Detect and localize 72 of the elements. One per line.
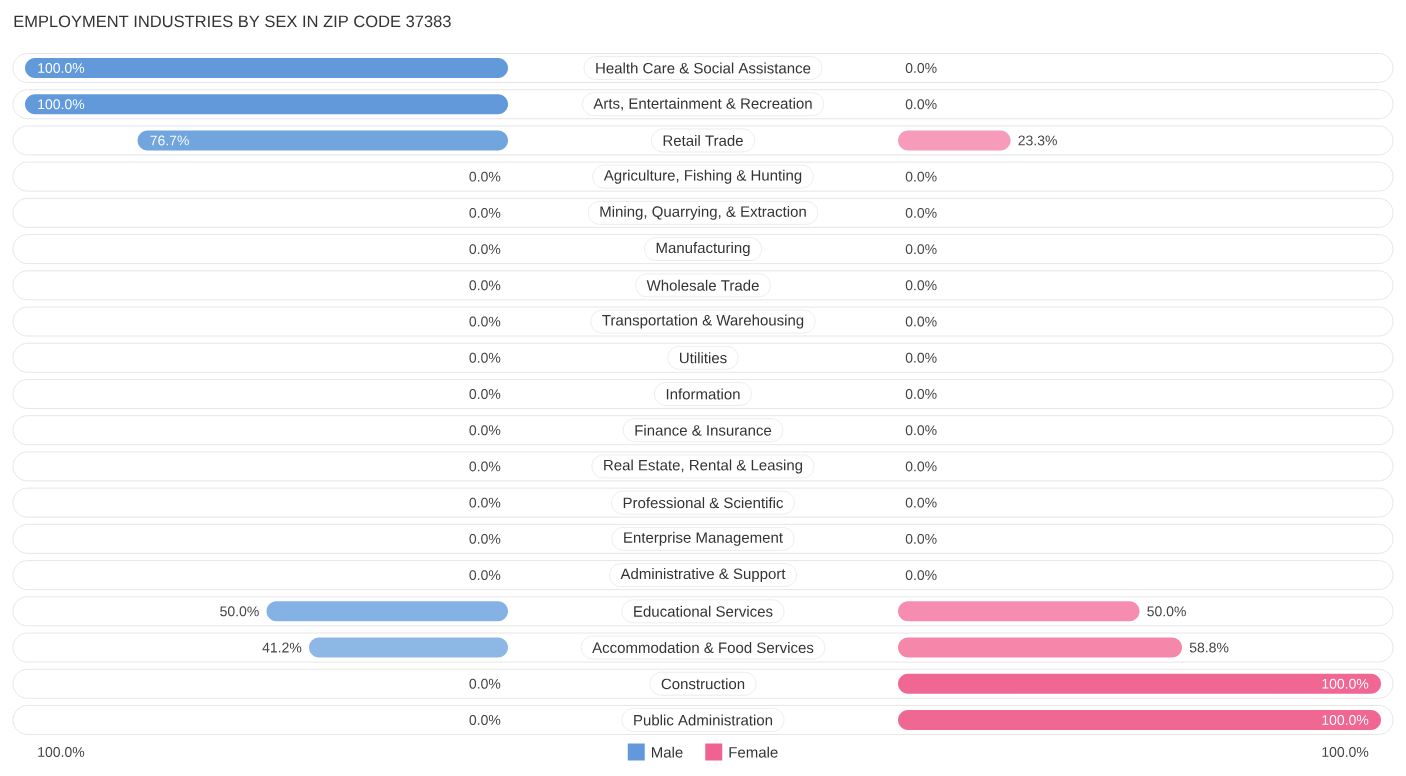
data-label: 0.0% xyxy=(469,352,501,363)
data-label: 0.0% xyxy=(905,352,937,363)
data-label: 50.0% xyxy=(1147,606,1186,617)
data-label: 100.0% xyxy=(38,63,85,73)
legend-label: Male xyxy=(651,746,683,758)
data-label: 76.7% xyxy=(150,135,189,146)
data-label: 0.0% xyxy=(469,715,501,725)
data-label: 0.0% xyxy=(469,570,501,581)
bar xyxy=(898,637,1183,658)
data-label: 23.3% xyxy=(1018,135,1057,146)
bar xyxy=(898,673,1382,694)
y-tick-label: Agriculture, Fishing & Hunting xyxy=(603,169,802,184)
data-label: 0.0% xyxy=(469,497,501,508)
data-label: 0.0% xyxy=(469,425,501,436)
y-tick-label: Arts, Entertainment & Recreation xyxy=(593,97,812,111)
data-label: 0.0% xyxy=(469,389,501,399)
data-label: 58.8% xyxy=(1189,642,1229,653)
data-label: 0.0% xyxy=(469,207,501,218)
data-label: 0.0% xyxy=(905,316,937,327)
y-tick-label: Wholesale Trade xyxy=(646,279,759,291)
bar xyxy=(898,130,1011,151)
y-tick-label: Accommodation & Food Services xyxy=(592,642,814,654)
y-tick-label: Information xyxy=(666,388,740,400)
data-label: 0.0% xyxy=(469,533,501,544)
data-label: 0.0% xyxy=(905,207,937,218)
data-label: 0.0% xyxy=(905,171,937,182)
bar xyxy=(309,637,508,658)
y-tick-label: Educational Services xyxy=(634,605,773,617)
y-tick-label: Construction xyxy=(661,678,745,690)
data-label: 0.0% xyxy=(905,244,937,255)
text: 100.0% xyxy=(38,747,85,757)
data-label: 0.0% xyxy=(469,171,501,182)
y-tick-label: Administrative & Support xyxy=(620,568,786,583)
legend-label: Female xyxy=(729,746,778,758)
y-tick-label: Enterprise Management xyxy=(624,531,783,546)
bar xyxy=(266,601,508,622)
data-label: 41.2% xyxy=(262,642,302,653)
data-label: 0.0% xyxy=(905,280,937,291)
data-label: 0.0% xyxy=(469,244,501,255)
bar xyxy=(898,709,1382,730)
y-tick-label: Transportation & Warehousing xyxy=(602,314,804,329)
data-label: 0.0% xyxy=(469,280,501,291)
data-label: 0.0% xyxy=(905,461,937,472)
y-tick-label: Public Administration xyxy=(634,714,773,726)
chart-title: EMPLOYMENT INDUSTRIES BY SEX IN ZIP CODE 37383 xyxy=(14,15,451,28)
y-tick-label: Professional & Scientific xyxy=(623,497,784,509)
data-label: 0.0% xyxy=(905,99,937,110)
y-tick-label: Mining, Quarrying, & Extraction xyxy=(600,205,806,220)
y-tick-label: Utilities xyxy=(679,352,727,364)
data-label: 50.0% xyxy=(220,606,259,617)
y-tick-label: Manufacturing xyxy=(656,242,750,257)
text: 100.0% xyxy=(1322,747,1369,757)
data-label: 100.0% xyxy=(1322,715,1369,725)
bar xyxy=(25,94,508,115)
y-tick-label: Finance & Insurance xyxy=(635,424,772,436)
bar xyxy=(25,58,508,78)
y-tick-label: Real Estate, Rental & Leasing xyxy=(604,459,803,474)
data-label: 100.0% xyxy=(38,99,85,110)
data-label: 0.0% xyxy=(905,63,937,73)
data-label: 0.0% xyxy=(469,461,501,472)
data-label: 100.0% xyxy=(1322,678,1369,689)
y-tick-label: Retail Trade xyxy=(663,134,743,146)
data-label: 0.0% xyxy=(905,533,937,544)
bar xyxy=(137,130,508,151)
data-label: 0.0% xyxy=(905,425,937,436)
data-label: 0.0% xyxy=(905,497,937,508)
y-tick-label: Health Care & Social Assistance xyxy=(596,62,811,74)
data-label: 0.0% xyxy=(905,570,937,581)
data-label: 0.0% xyxy=(469,316,501,327)
bar xyxy=(898,601,1140,622)
data-label: 0.0% xyxy=(469,678,501,689)
data-label: 0.0% xyxy=(905,389,937,399)
